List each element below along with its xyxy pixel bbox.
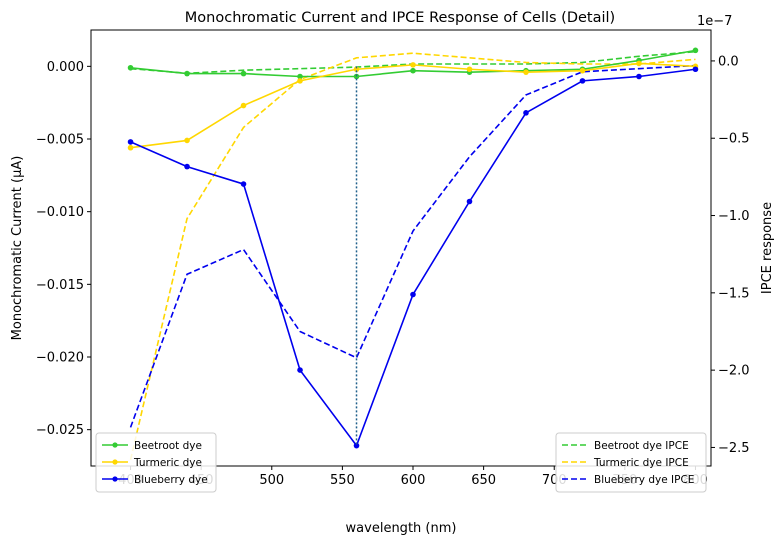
legend-ipce-label-0: Beetroot dye IPCE: [594, 440, 689, 452]
current-point-2-3: [297, 367, 303, 373]
current-point-1-8: [579, 67, 586, 74]
current-line-2: [130, 68, 696, 448]
current-point-1-2: [240, 102, 247, 109]
y-left-tick-label-5: −0.025: [36, 423, 84, 438]
x-tick-label-4: 600: [401, 473, 426, 488]
x-tick-label-2: 500: [259, 473, 284, 488]
legend-ipce-box: [555, 432, 707, 493]
current-point-0-5: [410, 67, 416, 74]
y-left-tick-label-0: 0.000: [47, 60, 84, 75]
current-point-2-6: [466, 198, 473, 205]
x-tick-label-5: 650: [471, 473, 496, 488]
current-point-0-3: [297, 73, 303, 80]
current-point-2-8: [579, 78, 586, 84]
current-point-1-7: [523, 69, 529, 75]
current-point-0-1: [184, 70, 190, 77]
current-point-2-1: [184, 163, 190, 170]
current-point-0-2: [240, 70, 247, 77]
y-right-tick-label-2: −1.0: [718, 209, 750, 224]
current-line-1: [130, 62, 696, 149]
current-point-2-9: [636, 73, 642, 80]
y-right-axis-label: IPCE response: [760, 202, 775, 294]
legend-current-label-0: Beetroot dye: [134, 440, 202, 452]
legend-current-marker-2: [112, 476, 118, 482]
current-point-2-7: [523, 110, 529, 116]
x-tick-label-3: 550: [330, 473, 355, 488]
y-right-tick-label-3: −1.5: [718, 286, 750, 301]
ipce-line-1: [129, 52, 696, 461]
y-right-tick-label-0: 0.0: [718, 54, 739, 69]
current-point-0-0: [127, 64, 134, 71]
chart-title: Monochromatic Current and IPCE Response …: [185, 10, 615, 26]
legend-ipce: Beetroot dye IPCE Turmeric dye IPCE Bluebe…: [555, 432, 707, 493]
current-point-2-5: [410, 291, 416, 298]
current-point-1-6: [466, 66, 473, 73]
current-point-1-0: [127, 144, 134, 151]
ipce-line-2: [129, 64, 696, 428]
current-point-2-4: [353, 442, 360, 449]
plot-frame: [90, 29, 712, 467]
legend-ipce-label-2: Blueberry dye IPCE: [594, 474, 694, 486]
legend-current-marker-0: [112, 442, 118, 448]
current-point-1-3: [297, 78, 303, 84]
current-point-2-10: [692, 66, 699, 73]
legend-current-box: [95, 432, 217, 493]
legend-ipce-label-1: Turmeric dye IPCE: [593, 457, 689, 469]
current-point-0-10: [692, 47, 699, 54]
y-right-tick-label-4: −2.0: [718, 364, 750, 379]
legend-current-marker-1: [112, 459, 118, 465]
current-point-0-4: [353, 73, 360, 80]
y-right-tick-label-5: −2.5: [718, 441, 750, 456]
axes: 4004505005506006507007508000.000−0.005−0…: [36, 54, 750, 488]
current-point-1-1: [184, 137, 190, 144]
current-point-1-4: [353, 66, 360, 73]
y-right-tick-label-1: −0.5: [718, 132, 750, 147]
current-point-2-0: [127, 139, 134, 145]
x-axis-label: wavelength (nm): [346, 521, 457, 536]
y-left-tick-label-2: −0.010: [36, 205, 84, 220]
current-point-1-5: [410, 62, 416, 68]
legend-current-label-1: Turmeric dye: [133, 457, 202, 469]
y-left-tick-label-3: −0.015: [36, 278, 84, 293]
plot-area: [127, 47, 699, 461]
current-point-1-9: [636, 60, 642, 67]
y-left-tick-label-1: −0.005: [36, 133, 84, 148]
y-left-axis-label: Monochromatic Current (µA): [10, 156, 25, 341]
y-left-tick-label-4: −0.020: [36, 351, 84, 366]
legend-current-label-2: Blueberry dye: [134, 474, 208, 486]
current-point-2-2: [240, 181, 247, 187]
legend-current: Beetroot dye Turmeric dye Blueberry dye: [95, 432, 217, 493]
y-right-offset-text: 1e−7: [697, 14, 732, 29]
